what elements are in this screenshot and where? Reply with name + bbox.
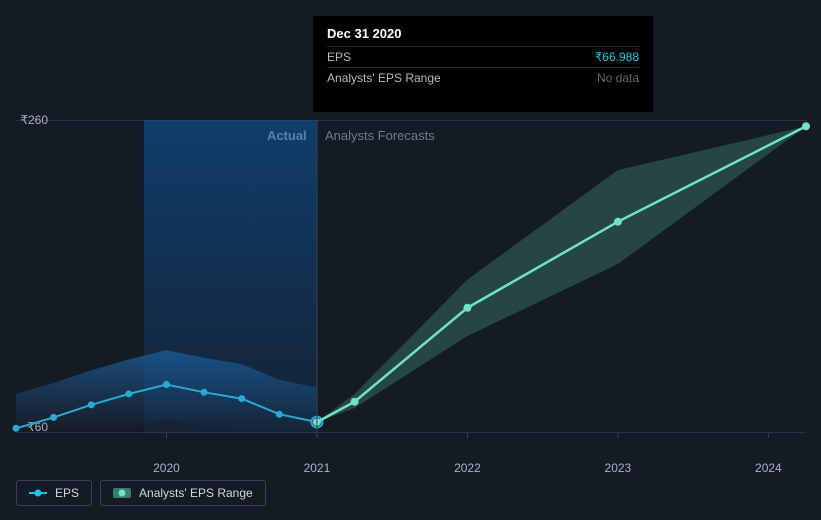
x-axis-tick-label: 2024: [755, 461, 782, 475]
legend-label: EPS: [55, 486, 79, 500]
legend-item-eps[interactable]: EPS: [16, 480, 92, 506]
legend-item-range[interactable]: Analysts' EPS Range: [100, 480, 266, 506]
chart-area[interactable]: ₹260 ₹60 Actual Analysts Forecasts 20202…: [16, 120, 806, 455]
x-axis-tick-label: 2022: [454, 461, 481, 475]
x-axis-tick-label: 2020: [153, 461, 180, 475]
tooltip-label: Analysts' EPS Range: [327, 71, 441, 85]
legend-swatch-icon: [29, 488, 47, 498]
x-axis-tick-label: 2021: [304, 461, 331, 475]
tooltip-date: Dec 31 2020: [327, 26, 639, 46]
chart-svg: [16, 120, 806, 455]
tooltip-value: ₹66.988: [595, 50, 639, 64]
tooltip-row-eps: EPS ₹66.988: [327, 46, 639, 67]
tooltip-label: EPS: [327, 50, 351, 64]
tooltip-value: No data: [597, 71, 639, 85]
chart-tooltip: Dec 31 2020 EPS ₹66.988 Analysts' EPS Ra…: [313, 16, 653, 112]
chart-legend: EPS Analysts' EPS Range: [16, 480, 266, 506]
tooltip-row-range: Analysts' EPS Range No data: [327, 67, 639, 88]
legend-label: Analysts' EPS Range: [139, 486, 253, 500]
x-axis-tick-label: 2023: [605, 461, 632, 475]
legend-swatch-icon: [113, 488, 131, 498]
